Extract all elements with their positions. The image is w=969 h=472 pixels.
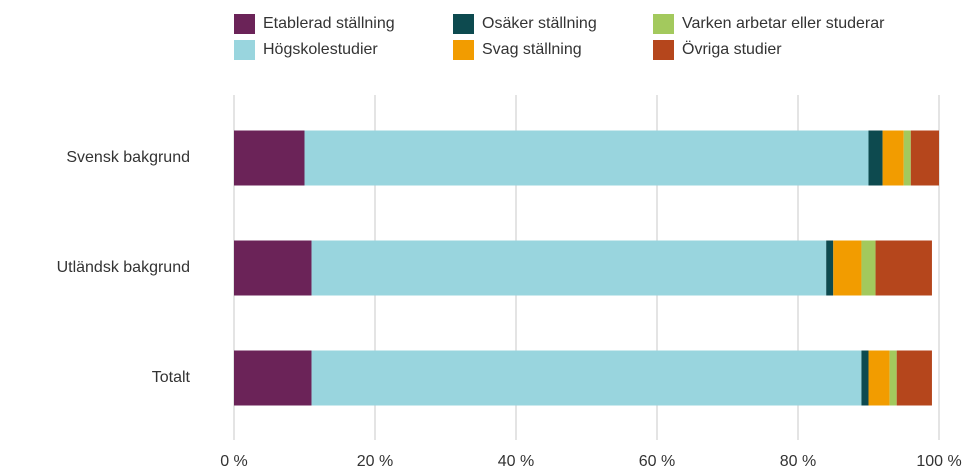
legend-label: Varken arbetar eller studerar bbox=[682, 15, 885, 32]
legend-label: Högskolestudier bbox=[263, 41, 378, 58]
legend-label: Svag ställning bbox=[482, 41, 582, 58]
legend-swatch bbox=[453, 14, 474, 34]
legend-swatch bbox=[453, 40, 474, 60]
legend-label: Osäker ställning bbox=[482, 15, 597, 32]
bar-segment bbox=[868, 350, 890, 406]
y-tick-label: Totalt bbox=[152, 369, 191, 386]
bar-segment bbox=[826, 240, 834, 296]
legend-swatch bbox=[653, 14, 674, 34]
legend-swatch bbox=[234, 40, 255, 60]
bar-segment bbox=[311, 350, 862, 406]
x-tick-label: 80 % bbox=[780, 453, 816, 470]
legend-swatch bbox=[234, 14, 255, 34]
bar-segment bbox=[833, 240, 862, 296]
bar-segment bbox=[875, 240, 932, 296]
bar-segment bbox=[234, 240, 312, 296]
x-tick-label: 100 % bbox=[916, 453, 961, 470]
legend-swatch bbox=[653, 40, 674, 60]
bar-segment bbox=[882, 130, 904, 186]
bar-segment bbox=[234, 130, 305, 186]
y-tick-label: Svensk bakgrund bbox=[66, 149, 190, 166]
bar-segment bbox=[304, 130, 869, 186]
bar-segment bbox=[910, 130, 939, 186]
x-tick-label: 20 % bbox=[357, 453, 393, 470]
bar-segment bbox=[868, 130, 883, 186]
bar-segment bbox=[311, 240, 827, 296]
x-tick-label: 0 % bbox=[220, 453, 248, 470]
bar-segment bbox=[896, 350, 932, 406]
x-tick-label: 40 % bbox=[498, 453, 534, 470]
legend-label: Övriga studier bbox=[682, 40, 782, 58]
legend-label: Etablerad ställning bbox=[263, 15, 395, 32]
x-tick-label: 60 % bbox=[639, 453, 675, 470]
y-tick-label: Utländsk bakgrund bbox=[57, 259, 190, 276]
bar-segment bbox=[234, 350, 312, 406]
bar-segment bbox=[861, 240, 876, 296]
bar-segment bbox=[889, 350, 897, 406]
bar-segment bbox=[903, 130, 911, 186]
bar-segment bbox=[861, 350, 869, 406]
